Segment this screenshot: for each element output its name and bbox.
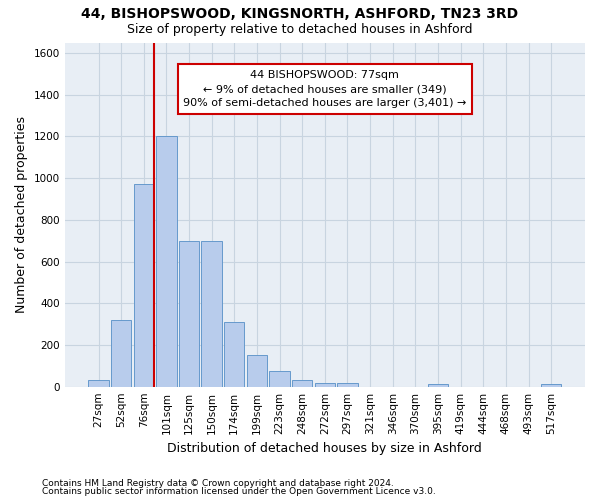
X-axis label: Distribution of detached houses by size in Ashford: Distribution of detached houses by size … bbox=[167, 442, 482, 455]
Bar bbox=[202, 240, 222, 386]
Bar bbox=[111, 320, 131, 386]
Text: 44 BISHOPSWOOD: 77sqm
← 9% of detached houses are smaller (349)
90% of semi-deta: 44 BISHOPSWOOD: 77sqm ← 9% of detached h… bbox=[183, 70, 467, 108]
Bar bbox=[88, 380, 109, 386]
Bar bbox=[337, 383, 358, 386]
Text: Size of property relative to detached houses in Ashford: Size of property relative to detached ho… bbox=[127, 22, 473, 36]
Text: 44, BISHOPSWOOD, KINGSNORTH, ASHFORD, TN23 3RD: 44, BISHOPSWOOD, KINGSNORTH, ASHFORD, TN… bbox=[82, 8, 518, 22]
Bar bbox=[541, 384, 562, 386]
Bar bbox=[292, 380, 313, 386]
Bar bbox=[224, 322, 244, 386]
Bar bbox=[179, 240, 199, 386]
Bar bbox=[134, 184, 154, 386]
Text: Contains HM Land Registry data © Crown copyright and database right 2024.: Contains HM Land Registry data © Crown c… bbox=[42, 478, 394, 488]
Bar bbox=[314, 383, 335, 386]
Text: Contains public sector information licensed under the Open Government Licence v3: Contains public sector information licen… bbox=[42, 487, 436, 496]
Bar bbox=[156, 136, 176, 386]
Bar bbox=[269, 371, 290, 386]
Y-axis label: Number of detached properties: Number of detached properties bbox=[15, 116, 28, 313]
Bar bbox=[247, 356, 267, 386]
Bar bbox=[428, 384, 448, 386]
